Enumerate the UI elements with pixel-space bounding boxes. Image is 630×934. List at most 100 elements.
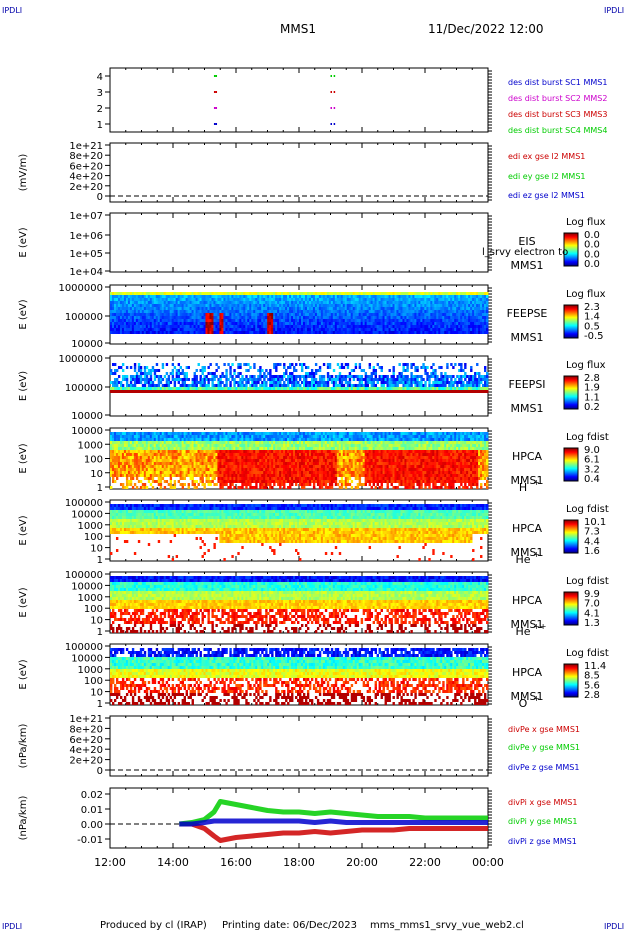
heatmap-cell <box>245 310 248 313</box>
heatmap-cell <box>217 322 220 325</box>
heatmap-cell <box>171 331 175 334</box>
heatmap-cell <box>442 322 445 325</box>
heatmap-cell <box>157 310 161 313</box>
heatmap-cell <box>406 298 409 301</box>
heatmap-cell <box>135 301 139 304</box>
heatmap-cell <box>137 304 141 307</box>
heatmap-cell <box>223 319 226 322</box>
heatmap-cell <box>249 316 252 319</box>
heatmap-cell <box>440 316 443 319</box>
heatmap-cell <box>412 319 415 322</box>
heatmap-cell <box>277 295 280 298</box>
heatmap-cell <box>456 384 459 387</box>
heatmap-cell <box>223 298 226 301</box>
heatmap-cell <box>428 331 431 334</box>
heatmap-cell <box>486 375 489 378</box>
heatmap-cell <box>233 378 236 381</box>
heatmap-cell <box>213 322 216 325</box>
heatmap-cell <box>450 328 453 331</box>
heatmap-cell <box>149 325 153 328</box>
heatmap-cell <box>291 328 294 331</box>
heatmap-cell <box>235 295 238 298</box>
heatmap-cell <box>237 331 240 334</box>
heatmap-cell <box>113 363 117 366</box>
heatmap-cell <box>344 307 348 310</box>
heatmap-cell <box>340 316 344 319</box>
heatmap-cell <box>221 331 224 334</box>
heatmap-cell <box>346 316 350 319</box>
heatmap-cell <box>386 328 389 331</box>
heatmap-cell <box>277 325 280 328</box>
heatmap-cell <box>167 378 171 381</box>
heatmap-cell <box>300 292 304 295</box>
heatmap-cell <box>149 316 153 319</box>
y-tick-label: 6e+20 <box>69 161 103 172</box>
heatmap-cell <box>400 372 403 375</box>
heatmap-cell <box>310 310 314 313</box>
heatmap-cell <box>297 304 300 307</box>
heatmap-cell <box>358 298 362 301</box>
heatmap-cell <box>444 331 447 334</box>
heatmap-cell <box>422 319 425 322</box>
heatmap-cell <box>271 295 274 298</box>
heatmap-cell <box>143 322 147 325</box>
heatmap-cell <box>450 298 453 301</box>
heatmap-cell <box>388 319 391 322</box>
heatmap-cell <box>392 298 395 301</box>
heatmap-cell <box>213 301 216 304</box>
heatmap-cell <box>370 325 374 328</box>
heatmap-cell <box>241 295 244 298</box>
heatmap-cell <box>237 375 240 378</box>
heatmap-cell <box>241 298 244 301</box>
heatmap-cell <box>133 304 137 307</box>
heatmap-cell <box>434 298 437 301</box>
heatmap-cell <box>231 304 234 307</box>
heatmap-cell <box>237 292 240 295</box>
heatmap-cell <box>384 304 387 307</box>
heatmap-cell <box>197 316 200 319</box>
heatmap-cell <box>245 319 248 322</box>
heatmap-cell <box>486 292 489 295</box>
heatmap-cell <box>374 331 377 334</box>
heatmap-cell <box>376 331 379 334</box>
heatmap-cell <box>133 384 137 387</box>
heatmap-cell <box>406 304 409 307</box>
burst-mark <box>213 107 216 109</box>
heatmap-cell <box>348 310 352 313</box>
heatmap-cell <box>328 316 332 319</box>
heatmap-cell <box>412 301 415 304</box>
heatmap-cell <box>191 319 194 322</box>
heatmap-cell <box>418 319 421 322</box>
heatmap-cell <box>249 304 252 307</box>
heatmap-cell <box>157 304 161 307</box>
heatmap-cell <box>370 295 374 298</box>
heatmap-cell <box>227 363 230 366</box>
heatmap-cell <box>267 319 270 322</box>
heatmap-cell <box>452 298 455 301</box>
heatmap-cell <box>137 325 141 328</box>
heatmap-cell <box>374 322 377 325</box>
heatmap-cell <box>111 307 115 310</box>
heatmap-cell <box>251 328 254 331</box>
heatmap-cell <box>338 319 342 322</box>
heatmap-cell <box>464 378 467 381</box>
heatmap-cell <box>135 304 139 307</box>
heatmap-cell <box>125 313 129 316</box>
legend-entry: edi ex gse l2 MMS1 <box>508 152 585 161</box>
heatmap-cell <box>396 301 399 304</box>
heatmap-cell <box>265 319 268 322</box>
heatmap-cell <box>177 375 181 378</box>
heatmap-cell <box>380 292 383 295</box>
heatmap-cell <box>221 372 224 375</box>
heatmap-cell <box>390 298 393 301</box>
heatmap-cell <box>308 307 312 310</box>
heatmap-cell <box>131 298 135 301</box>
heatmap-cell <box>149 292 153 295</box>
heatmap-cell <box>257 316 260 319</box>
heatmap-cell <box>324 298 328 301</box>
heatmap-cell <box>314 363 318 366</box>
heatmap-cell <box>428 310 431 313</box>
heatmap-cell <box>111 313 115 316</box>
heatmap-cell <box>452 322 455 325</box>
heatmap-cell <box>426 322 429 325</box>
